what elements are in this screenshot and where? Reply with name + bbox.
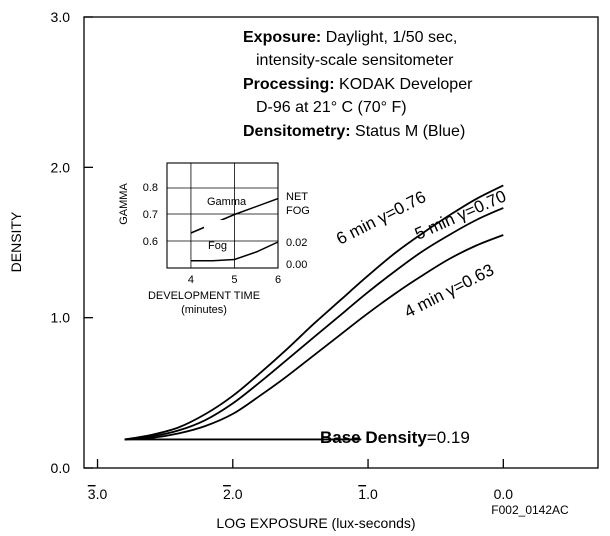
gamma-fog-inset: Gamma Fog 0.8 0.7 0.6 0.02 0.00 NET FOG GAMMA 4 5 6 D… bbox=[118, 162, 310, 316]
annotation-line-2: Processing: KODAK Developer bbox=[243, 76, 473, 93]
inset-x-subtitle: (minutes) bbox=[181, 304, 227, 316]
inset-x-tick: 4 bbox=[188, 274, 194, 286]
inset-fog-tick: 0.02 bbox=[286, 237, 307, 249]
curve-label-time: 4 min bbox=[401, 284, 451, 322]
inset-right-label-2: FOG bbox=[286, 205, 310, 217]
y-tick-label: 3.0 bbox=[51, 9, 71, 25]
curve-label-time: 6 min bbox=[333, 211, 383, 249]
annotation-heading: Processing: bbox=[243, 76, 335, 93]
curve-label-2: 4 min γ=0.63 bbox=[401, 260, 497, 321]
y-tick-label: 2.0 bbox=[51, 159, 71, 175]
curve-label-time: 5 min bbox=[412, 207, 462, 243]
inset-left-label: GAMMA bbox=[118, 183, 130, 225]
inset-border bbox=[166, 162, 279, 269]
annotation-line-4: Densitometry: Status M (Blue) bbox=[243, 123, 465, 140]
annotation-text: Daylight, 1/50 sec, bbox=[321, 29, 457, 46]
annotation-text: intensity-scale sensitometer bbox=[256, 52, 454, 69]
density-curve-1 bbox=[124, 207, 504, 441]
x-tick-bar-digit: 1 bbox=[358, 486, 366, 502]
x-tick-bar-digit: 2 bbox=[223, 486, 231, 502]
base-density-value: =0.19 bbox=[427, 428, 470, 447]
annotation-line-1: intensity-scale sensitometer bbox=[256, 52, 454, 69]
annotation-text: KODAK Developer bbox=[335, 76, 474, 93]
inset-x-title: DEVELOPMENT TIME bbox=[148, 290, 260, 302]
annotation-text: Status M (Blue) bbox=[351, 123, 466, 140]
inset-fog-tick: 0.00 bbox=[286, 259, 307, 271]
annotation-line-0: Exposure: Daylight, 1/50 sec, bbox=[243, 29, 457, 46]
figure-code: F002_0142AC bbox=[491, 503, 569, 517]
x-tick-rest: .0 bbox=[231, 486, 243, 502]
inset-fog-label-bg bbox=[204, 220, 234, 234]
curve-label-1: 5 min γ=0.70 bbox=[412, 187, 509, 244]
inset-fog-line bbox=[190, 241, 279, 262]
inset-gamma-label: Gamma bbox=[207, 196, 247, 208]
plot-frame bbox=[83, 16, 599, 469]
inset-right-label-1: NET bbox=[286, 191, 308, 203]
inset-gamma-tick: 0.8 bbox=[143, 182, 158, 194]
x-axis-title: LOG EXPOSURE (lux-seconds) bbox=[216, 515, 415, 531]
curve-label-gamma: γ=0.70 bbox=[454, 187, 509, 225]
x-tick-bar-digit: 3 bbox=[88, 486, 96, 502]
base-density-bold: Base Density bbox=[320, 428, 427, 447]
conditions-annotation: Exposure: Daylight, 1/50 sec, intensity-s… bbox=[243, 29, 473, 140]
x-tick-label: 2.0 bbox=[223, 486, 243, 502]
annotation-heading: Exposure: bbox=[243, 29, 321, 46]
annotation-text: D-96 at 21° C (70° F) bbox=[256, 99, 407, 116]
base-density-label: Base Density=0.19 bbox=[320, 428, 470, 447]
annotation-line-3: D-96 at 21° C (70° F) bbox=[256, 99, 407, 116]
inset-gamma-tick: 0.7 bbox=[143, 209, 158, 221]
density-curve-0 bbox=[124, 184, 504, 441]
curve-label-gamma: γ=0.63 bbox=[442, 260, 497, 300]
x-tick-rest: .0 bbox=[366, 486, 378, 502]
y-tick-label: 0.0 bbox=[51, 460, 71, 476]
x-tick-rest: .0 bbox=[96, 486, 108, 502]
inset-x-tick: 5 bbox=[231, 274, 237, 286]
x-tick-label: 0.0 bbox=[494, 486, 514, 502]
inset-fog-label: Fog bbox=[208, 240, 227, 252]
y-tick-label: 1.0 bbox=[51, 310, 71, 326]
inset-gamma-tick: 0.6 bbox=[143, 236, 158, 248]
x-tick-label: 1.0 bbox=[358, 486, 378, 502]
inset-x-tick: 6 bbox=[275, 274, 281, 286]
density-curve-2 bbox=[124, 234, 504, 441]
x-tick-label: 3.0 bbox=[88, 486, 108, 502]
annotation-heading: Densitometry: bbox=[243, 123, 351, 140]
y-axis-title: DENSITY bbox=[8, 211, 24, 272]
plot-border bbox=[83, 16, 599, 469]
